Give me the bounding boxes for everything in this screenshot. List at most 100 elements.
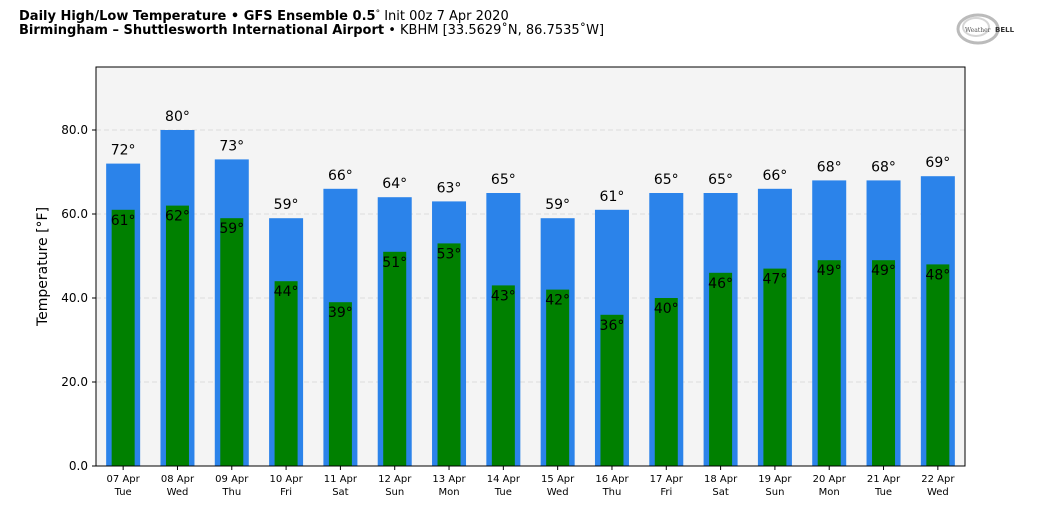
high-temp-label: 63° — [437, 180, 462, 196]
low-temp-bar — [763, 268, 787, 466]
low-temp-bar — [817, 260, 841, 466]
x-tick-date: 22 Apr — [921, 474, 955, 485]
low-temp-label: 48° — [925, 267, 950, 283]
high-temp-label: 64° — [382, 176, 407, 192]
x-tick-day: Fri — [280, 487, 292, 498]
high-temp-label: 66° — [328, 168, 353, 184]
y-tick-label: 80.0 — [61, 123, 88, 137]
x-tick-day: Tue — [494, 487, 512, 498]
x-tick-date: 10 Apr — [269, 474, 303, 485]
x-tick-date: 07 Apr — [107, 474, 141, 485]
chart-title-init: Init 00z 7 Apr 2020 — [380, 9, 509, 24]
chart-title: Daily High/Low Temperature • GFS Ensembl… — [19, 9, 509, 24]
low-temp-bar — [926, 264, 950, 466]
low-temp-label: 47° — [762, 272, 787, 288]
low-temp-label: 44° — [274, 284, 299, 300]
x-tick-day: Thu — [602, 487, 622, 498]
low-temp-bar — [709, 272, 733, 466]
x-tick-date: 11 Apr — [324, 474, 358, 485]
x-tick-date: 13 Apr — [432, 474, 466, 485]
x-tick-day: Wed — [547, 487, 569, 498]
high-temp-label: 69° — [925, 155, 950, 171]
low-temp-bar — [654, 298, 678, 466]
weatherbell-logo: Weather BELL — [956, 12, 1020, 46]
x-tick-day: Mon — [438, 487, 459, 498]
y-axis-label: Temperature [°F] — [35, 207, 51, 327]
high-temp-label: 65° — [654, 172, 679, 188]
high-temp-label: 65° — [708, 172, 733, 188]
low-temp-bar — [383, 251, 407, 466]
low-temp-label: 42° — [545, 293, 570, 309]
high-temp-label: 59° — [545, 197, 570, 213]
low-temp-label: 53° — [437, 246, 462, 262]
x-tick-day: Mon — [819, 487, 840, 498]
low-temp-label: 36° — [600, 318, 625, 334]
y-tick-label: 20.0 — [61, 375, 88, 389]
x-tick-date: 14 Apr — [487, 474, 521, 485]
low-temp-label: 62° — [165, 209, 190, 225]
low-temp-bar — [111, 209, 135, 467]
chart-title-degree: ° — [375, 9, 381, 19]
low-temp-label: 49° — [817, 263, 842, 279]
high-temp-label: 66° — [762, 168, 787, 184]
x-tick-day: Wed — [167, 487, 189, 498]
y-tick-label: 60.0 — [61, 207, 88, 221]
high-temp-label: 80° — [165, 109, 190, 125]
low-temp-label: 40° — [654, 301, 679, 317]
x-tick-day: Sun — [765, 487, 784, 498]
x-tick-date: 12 Apr — [378, 474, 412, 485]
high-temp-label: 73° — [219, 138, 244, 154]
x-tick-date: 16 Apr — [595, 474, 629, 485]
high-temp-label: 59° — [274, 197, 299, 213]
x-tick-date: 09 Apr — [215, 474, 249, 485]
logo-text-bell: BELL — [995, 26, 1015, 34]
chart-subtitle: Birmingham – Shuttlesworth International… — [19, 23, 604, 38]
low-temp-bar — [220, 218, 244, 466]
low-temp-bar — [437, 243, 461, 466]
y-tick-label: 0.0 — [69, 459, 88, 473]
x-tick-date: 20 Apr — [813, 474, 847, 485]
high-temp-label: 72° — [111, 143, 136, 159]
logo-text-weather: Weather — [965, 27, 991, 34]
low-temp-label: 39° — [328, 305, 353, 321]
x-tick-date: 17 Apr — [650, 474, 684, 485]
x-tick-day: Wed — [927, 487, 949, 498]
x-tick-day: Sat — [712, 487, 728, 498]
low-temp-bar — [600, 314, 624, 466]
x-tick-day: Thu — [221, 487, 241, 498]
x-tick-date: 08 Apr — [161, 474, 195, 485]
low-temp-bar — [165, 205, 189, 466]
low-temp-bar — [546, 289, 570, 466]
low-temp-label: 43° — [491, 288, 516, 304]
x-tick-day: Sun — [385, 487, 404, 498]
high-temp-label: 65° — [491, 172, 516, 188]
chart-title-main: Daily High/Low Temperature • GFS Ensembl… — [19, 9, 376, 24]
low-temp-bar — [491, 285, 515, 466]
x-tick-date: 21 Apr — [867, 474, 901, 485]
x-tick-day: Tue — [874, 487, 892, 498]
low-temp-label: 49° — [871, 263, 896, 279]
chart-subtitle-location: Birmingham – Shuttlesworth International… — [19, 23, 385, 38]
chart-subtitle-coords: • KBHM [33.5629˚N, 86.7535˚W] — [384, 23, 605, 38]
low-temp-label: 59° — [219, 221, 244, 237]
x-tick-day: Sat — [332, 487, 348, 498]
plot-area: 0.0 20.0 40.0 60.0 80.0 72° 61° 07 Apr Tue 80° 62°… — [35, 66, 966, 498]
high-temp-label: 61° — [600, 189, 625, 205]
low-temp-bar — [872, 260, 896, 466]
x-tick-date: 19 Apr — [758, 474, 792, 485]
x-tick-day: Fri — [660, 487, 672, 498]
plot-frame — [95, 66, 966, 467]
high-temp-label: 68° — [871, 159, 896, 175]
low-temp-bar — [274, 281, 298, 466]
high-temp-label: 68° — [817, 159, 842, 175]
x-tick-date: 18 Apr — [704, 474, 738, 485]
y-tick-label: 40.0 — [61, 291, 88, 305]
weatherbell-logo-icon: Weather BELL — [956, 13, 1015, 45]
x-tick-day: Tue — [114, 487, 132, 498]
low-temp-label: 61° — [111, 213, 136, 229]
low-temp-label: 51° — [382, 255, 407, 271]
low-temp-bar — [328, 302, 352, 466]
x-tick-date: 15 Apr — [541, 474, 575, 485]
low-temp-label: 46° — [708, 276, 733, 292]
